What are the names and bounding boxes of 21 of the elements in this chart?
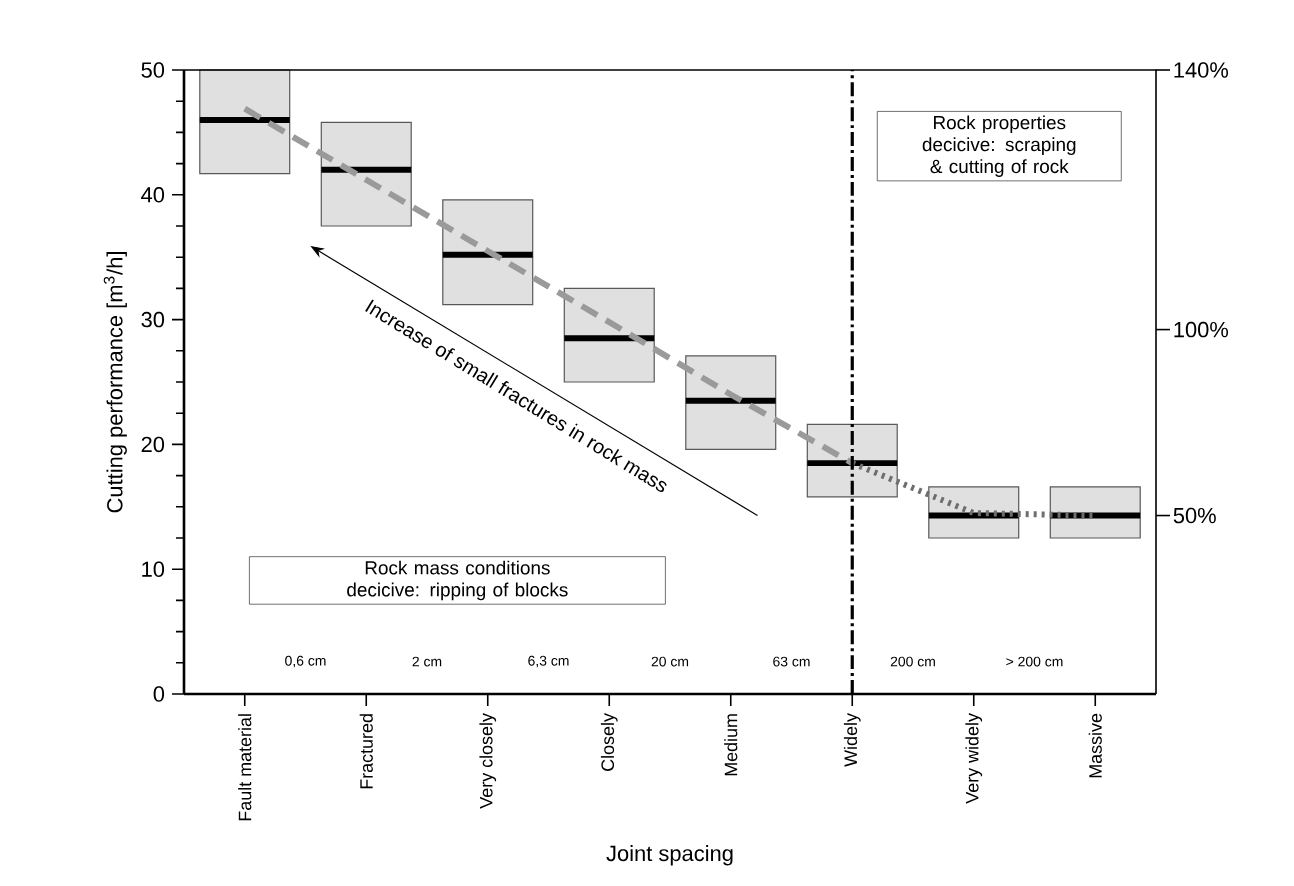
x-tick-label: Medium <box>724 714 738 776</box>
text: 140% <box>1174 62 1229 78</box>
x-tick-label: Fault material <box>238 714 252 821</box>
text: 100% <box>1174 321 1229 338</box>
y-tick-label: 40 <box>141 187 165 203</box>
y-axis-title: Cutting performance [m$^{3}$/h] <box>103 252 127 513</box>
annotation: Rock properties decicive: scraping & cutting of rock <box>922 115 1076 177</box>
y-tick-label: 0 <box>153 686 165 702</box>
x-axis-title: Joint spacing <box>606 845 733 866</box>
x-tick-label: Very widely <box>965 713 983 804</box>
y-tick-label: 30 <box>141 311 165 328</box>
x-tick-label: Massive <box>1088 713 1102 778</box>
x-tick-label: Very closely <box>479 713 497 809</box>
y-tick-label: 20 <box>141 436 165 453</box>
x-tick-label: Closely <box>600 713 618 771</box>
annotation: Rock mass conditions decicive: ripping of blocks <box>347 560 568 601</box>
text: 50% <box>1173 507 1216 524</box>
y-tick-label: 50 <box>141 62 165 78</box>
x-tick-label: Fractured <box>359 714 373 789</box>
y-tick-label: 10 <box>142 561 165 577</box>
x-tick-label: Widely <box>843 713 861 767</box>
